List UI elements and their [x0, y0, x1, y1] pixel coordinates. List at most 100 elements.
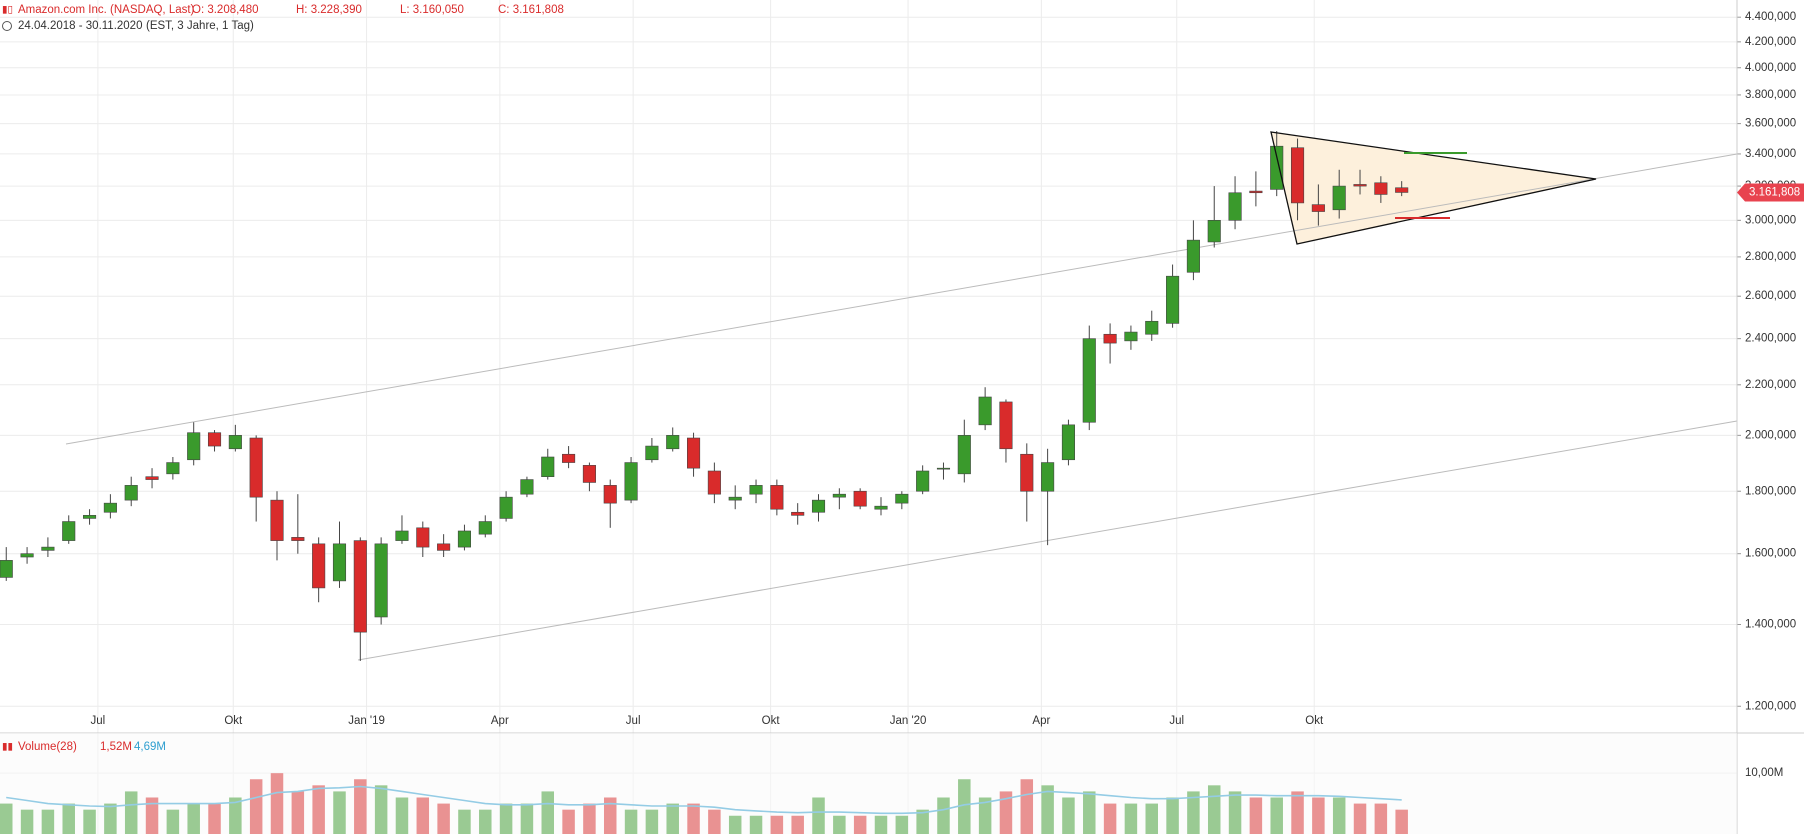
candle-body	[1166, 275, 1180, 324]
candle-body	[416, 527, 430, 548]
candle-body	[62, 521, 76, 541]
candle-body	[1020, 453, 1034, 492]
candle-body	[145, 476, 159, 480]
clock-icon	[2, 21, 12, 31]
candle-body	[645, 445, 659, 461]
candle-body	[1061, 424, 1075, 461]
x-tick-label: Jul	[626, 715, 641, 727]
candle-body	[1270, 145, 1284, 190]
volume-icon: ▮▮	[2, 742, 13, 753]
candle-body	[124, 485, 138, 501]
x-tick-label: Jul	[1169, 715, 1184, 727]
candle-body	[0, 560, 13, 578]
y-tick-label: 2.000,000	[1745, 429, 1796, 441]
candle-body	[728, 496, 742, 501]
candle-body	[312, 543, 326, 589]
last-price-label: 3.161,808	[1749, 186, 1800, 198]
candle-body	[166, 462, 180, 475]
subtitle-note: (EST, 3 Jahre, 1 Tag)	[146, 20, 254, 32]
x-tick-label: Jan '19	[348, 715, 385, 727]
candle-body	[374, 543, 388, 618]
y-tick-label: 3.000,000	[1745, 214, 1796, 226]
candle-body	[353, 540, 367, 633]
candle-body	[520, 479, 534, 495]
last-price-tag	[1737, 183, 1804, 202]
candle-body	[291, 537, 305, 541]
y-tick-label: 2.600,000	[1745, 290, 1796, 302]
y-tick-label: 2.800,000	[1745, 251, 1796, 263]
candle-body	[811, 499, 826, 513]
volume-legend: ▮▮ Volume(28) 1,52M 4,69M	[2, 741, 166, 753]
x-tick-label: Okt	[1305, 715, 1324, 727]
x-tick-label: Jan '20	[890, 715, 927, 727]
candle-body	[499, 496, 513, 519]
candle-body	[20, 553, 34, 558]
candle-body	[187, 432, 201, 461]
candle-body	[457, 530, 471, 548]
y-tick-label: 2.400,000	[1745, 333, 1796, 345]
candle-body	[957, 435, 971, 475]
y-tick-label: 2.200,000	[1745, 379, 1796, 391]
y-tick-label: 4.000,000	[1745, 62, 1796, 74]
candle-body	[791, 511, 805, 516]
candle-body	[916, 470, 930, 492]
x-tick-label: Okt	[762, 715, 781, 727]
volume-name: Volume(28)	[18, 741, 77, 753]
triangle-fill	[1271, 132, 1596, 244]
candle-body	[332, 543, 347, 582]
candle-body	[749, 485, 763, 495]
x-tick-label: Jul	[91, 715, 106, 727]
candle-body	[999, 401, 1013, 450]
y-tick-label: 3.800,000	[1745, 89, 1796, 101]
header-close: C: 3.161,808	[498, 4, 564, 16]
candle-body	[207, 432, 222, 447]
header: ▮▯ Amazon.com Inc. (NASDAQ, Last) O: 3.2…	[2, 4, 564, 32]
candle-body	[1228, 192, 1242, 221]
candle-body	[249, 437, 263, 498]
volume-ma-value: 4,69M	[134, 741, 166, 753]
subtitle: 24.04.2018 - 30.11.2020	[18, 20, 142, 32]
candle-body	[541, 456, 555, 477]
y-tick-label: 1.400,000	[1745, 619, 1796, 631]
candle-body	[1374, 182, 1388, 195]
candle-body	[437, 543, 451, 551]
candle-body	[978, 396, 992, 426]
candle-body	[1311, 204, 1325, 212]
candle-body	[707, 470, 721, 495]
candle-body	[1186, 239, 1200, 273]
candle-body	[83, 515, 97, 519]
candle-body	[1207, 220, 1221, 243]
candle-body	[1124, 331, 1138, 342]
candle-body	[1249, 190, 1263, 194]
volume-tick-label: 10,00M	[1745, 767, 1783, 779]
candle-body	[624, 462, 638, 501]
candle-body	[832, 493, 846, 498]
x-tick-label: Apr	[491, 715, 509, 727]
header-low: L: 3.160,050	[400, 4, 464, 16]
candle-body	[270, 499, 284, 541]
candle-body	[1332, 185, 1346, 211]
candle-body	[1082, 338, 1096, 423]
candle-body	[1145, 320, 1159, 335]
y-tick-label: 3.600,000	[1745, 118, 1796, 130]
candle-body	[1395, 187, 1409, 193]
candle-body	[1290, 147, 1305, 204]
candle-body	[1103, 333, 1117, 344]
y-tick-label: 1.800,000	[1745, 485, 1796, 497]
y-tick-label: 4.200,000	[1745, 36, 1796, 48]
header-open: O: 3.208,480	[192, 4, 259, 16]
candle-body	[874, 505, 888, 510]
triangle-outline	[1270, 131, 1597, 245]
candle-body	[395, 530, 409, 541]
candle-body	[687, 437, 701, 469]
y-tick-label: 1.200,000	[1745, 700, 1796, 712]
candle-body	[853, 490, 867, 507]
x-tick-label: Okt	[224, 715, 243, 727]
candle-body	[603, 485, 617, 504]
candle-body	[770, 485, 784, 510]
volume-panel	[0, 733, 1737, 834]
volume-last: 1,52M	[100, 741, 132, 753]
candle-body	[478, 521, 492, 535]
